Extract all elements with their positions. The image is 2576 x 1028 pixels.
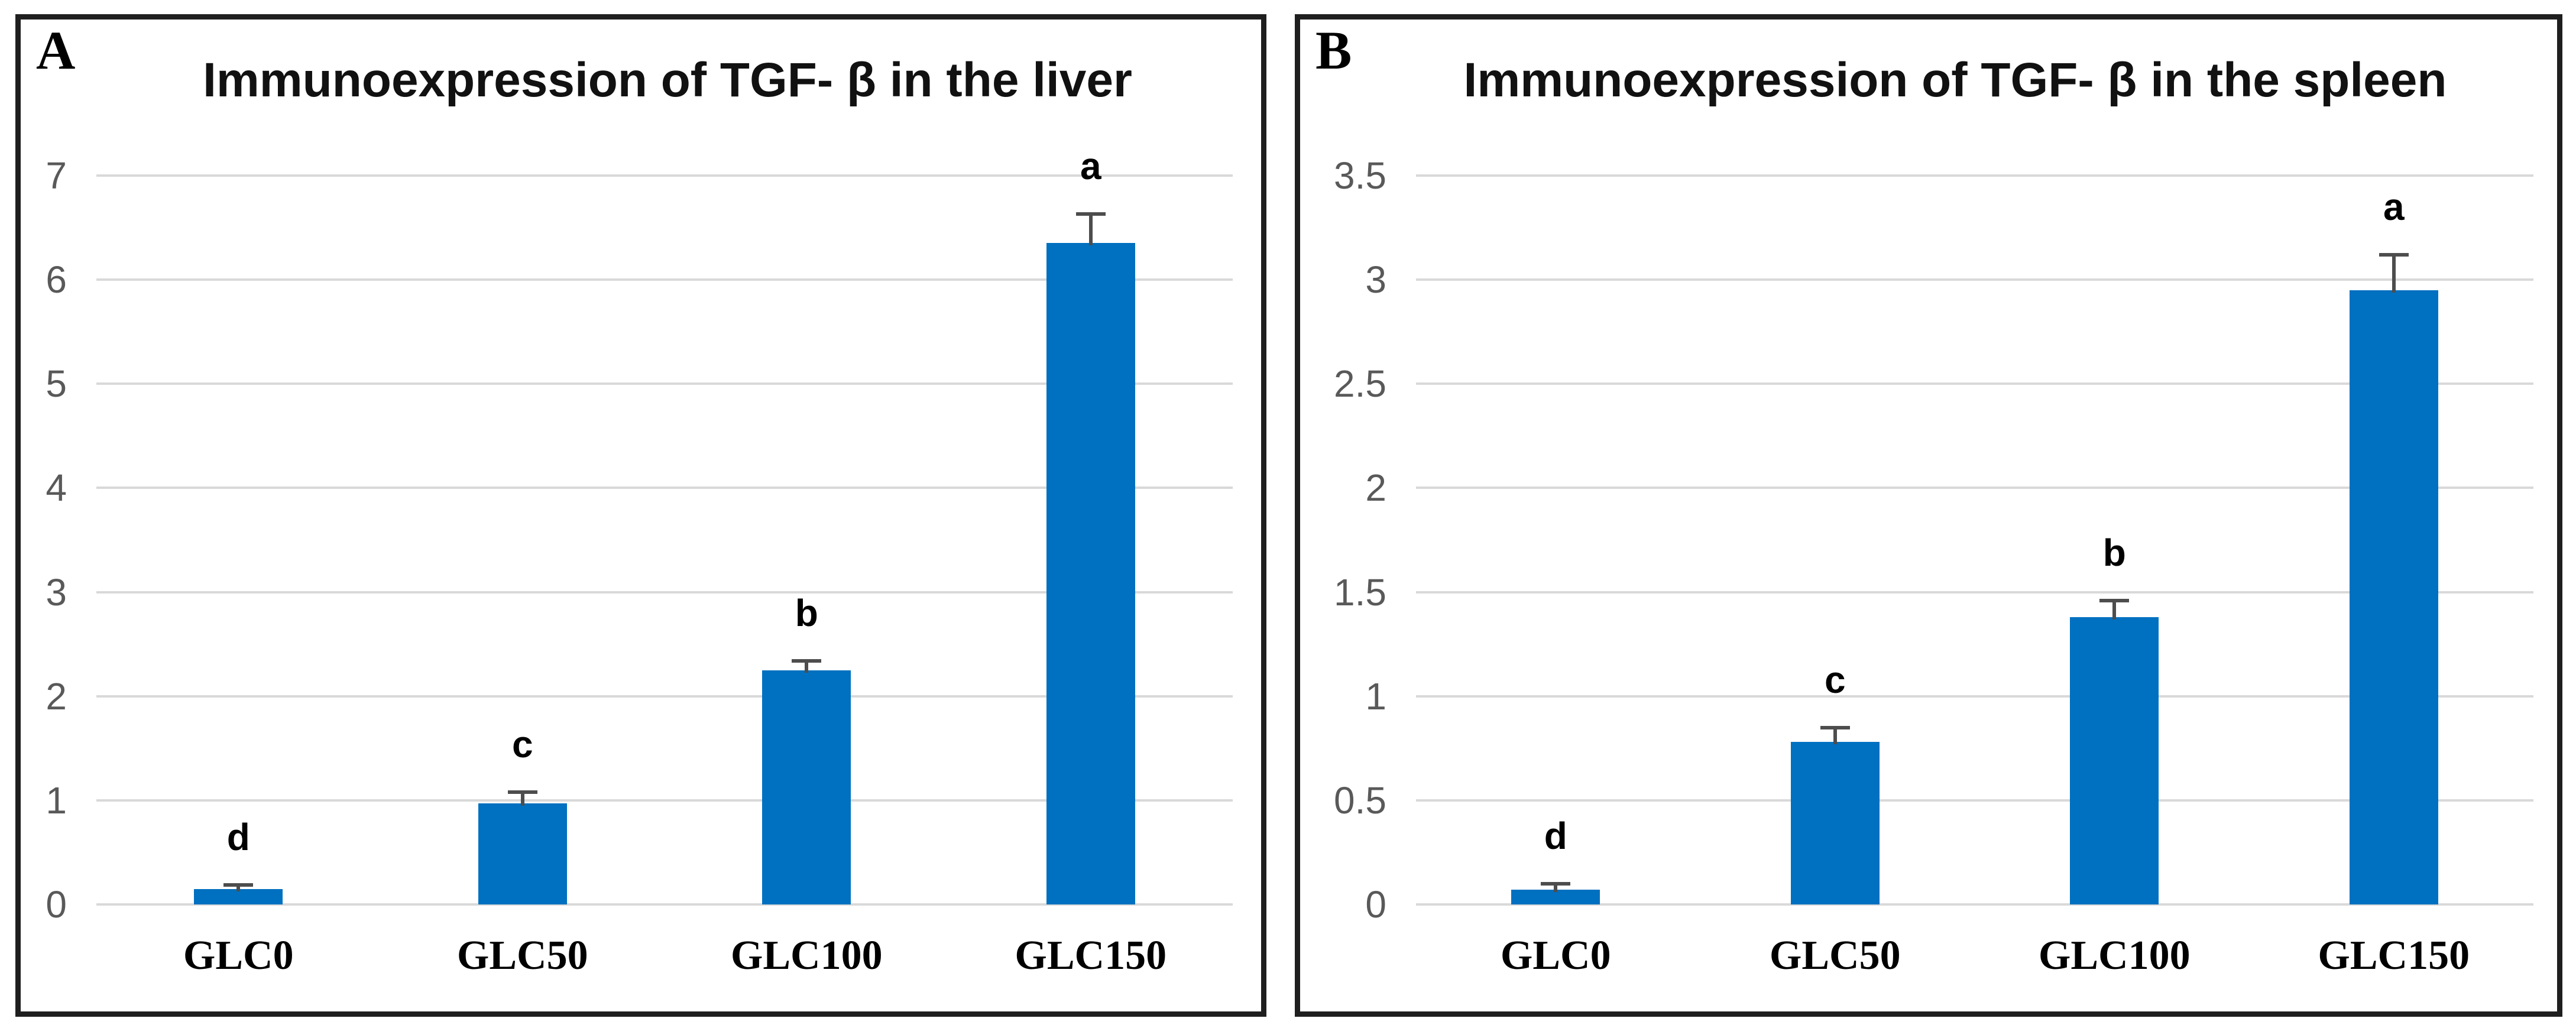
x-axis-label-glc0: GLC0 (183, 933, 294, 978)
gridline-y6 (96, 278, 1233, 281)
bar-glc100 (2070, 617, 2159, 904)
y-tick-label: 0.5 (1334, 779, 1386, 822)
gridline-y1 (1416, 695, 2533, 698)
x-axis-label-glc150: GLC150 (1015, 933, 1167, 978)
bar-glc100 (762, 670, 851, 904)
y-tick-label: 6 (46, 258, 67, 301)
error-bar-cap-glc100 (2099, 598, 2130, 602)
chart-title-liver: Immunoexpression of TGF- β in the liver (203, 53, 1132, 107)
y-tick-label: 1.5 (1334, 570, 1386, 614)
panel-letter-a: A (36, 20, 76, 80)
x-axis-label-glc100: GLC100 (2038, 933, 2191, 978)
error-bar-line-glc50 (1833, 727, 1837, 745)
significance-letter-glc100: b (2102, 531, 2126, 574)
panel-letter-b: B (1315, 20, 1352, 80)
error-bar-line-glc150 (2392, 254, 2396, 293)
plot-area-spleen: 0 0.5 1 1.5 2 2.5 3 3.5 d GLC0 c GLC50 b GLC100 a GLC15… (1300, 20, 2557, 1011)
error-bar-cap-glc150 (2379, 252, 2409, 257)
gridline-y3 (96, 591, 1233, 594)
x-axis-label-glc100: GLC100 (730, 933, 883, 978)
gridline-y0 (96, 903, 1233, 906)
significance-letter-glc150: a (1080, 145, 1101, 188)
panel-liver: A Immunoexpression of TGF- β in the live… (15, 14, 1266, 1017)
chart-title-spleen: Immunoexpression of TGF- β in the spleen (1463, 53, 2447, 107)
y-tick-label: 3 (46, 570, 67, 614)
y-tick-label: 3 (1365, 258, 1386, 301)
x-axis-label-glc0: GLC0 (1500, 933, 1611, 978)
panel-spleen: B Immunoexpression of TGF- β in the sple… (1295, 14, 2562, 1017)
bar-glc0 (1511, 890, 1600, 904)
y-tick-label: 7 (46, 154, 67, 197)
y-tick-label: 2 (1365, 466, 1386, 510)
error-bar-cap-glc100 (792, 659, 822, 663)
gridline-y0 (1416, 903, 2533, 906)
gridline-y5 (96, 382, 1233, 385)
gridline-y3 (1416, 278, 2533, 281)
y-tick-label: 0 (1365, 883, 1386, 926)
gridline-y2.5 (1416, 382, 2533, 385)
y-tick-label: 4 (46, 466, 67, 510)
plot-area-liver: 0 1 2 3 4 5 6 7 d GLC0 c GLC50 b GLC100 a GLC150 (21, 20, 1261, 1011)
gridline-y2 (96, 695, 1233, 698)
error-bar-cap-glc150 (1075, 212, 1106, 216)
bar-glc50 (1790, 742, 1880, 904)
y-tick-label: 1 (46, 779, 67, 822)
error-bar-cap-glc50 (1820, 725, 1850, 729)
y-tick-label: 1 (1365, 674, 1386, 718)
significance-letter-glc50: c (1824, 658, 1846, 701)
x-axis-label-glc50: GLC50 (1769, 933, 1901, 978)
significance-letter-glc50: c (511, 722, 533, 766)
gridline-y1 (96, 799, 1233, 802)
x-axis-label-glc150: GLC150 (2318, 933, 2470, 978)
gridline-y2 (1416, 487, 2533, 489)
gridline-y7 (96, 174, 1233, 177)
significance-letter-glc0: d (1544, 814, 1567, 857)
y-tick-label: 2 (46, 674, 67, 718)
significance-letter-glc100: b (795, 591, 818, 634)
error-bar-line-glc50 (520, 792, 524, 806)
gridline-y1.5 (1416, 591, 2533, 594)
error-bar-line-glc100 (2112, 600, 2117, 620)
gridline-y3.5 (1416, 174, 2533, 177)
bar-glc150 (1046, 243, 1135, 904)
bar-glc150 (2349, 290, 2438, 904)
error-bar-cap-glc0 (1541, 881, 1571, 886)
bar-glc50 (478, 803, 567, 904)
gridline-y0.5 (1416, 799, 2533, 802)
bar-glc0 (194, 888, 283, 904)
error-bar-cap-glc50 (507, 790, 537, 794)
gridline-y4 (96, 487, 1233, 489)
y-tick-label: 0 (46, 883, 67, 926)
error-bar-line-glc150 (1088, 214, 1093, 246)
error-bar-line-glc0 (1554, 883, 1558, 893)
x-axis-label-glc50: GLC50 (456, 933, 588, 978)
y-tick-label: 2.5 (1334, 362, 1386, 406)
y-tick-label: 3.5 (1334, 154, 1386, 197)
error-bar-line-glc0 (236, 884, 241, 891)
significance-letter-glc0: d (226, 815, 250, 858)
error-bar-line-glc100 (805, 660, 809, 673)
error-bar-cap-glc0 (223, 883, 254, 887)
significance-letter-glc150: a (2383, 185, 2405, 228)
y-tick-label: 5 (46, 362, 67, 406)
